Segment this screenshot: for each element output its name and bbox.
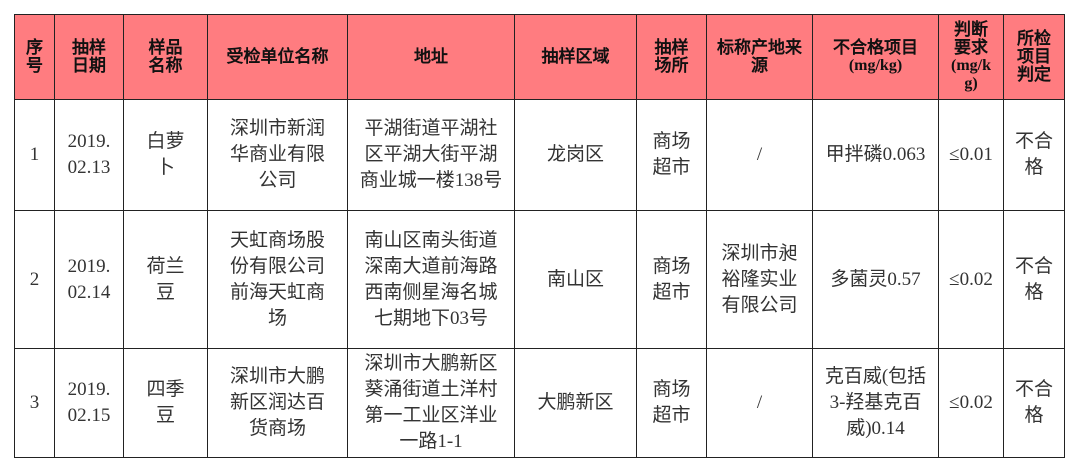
header-failed-item-unit: (mg/kg) bbox=[848, 57, 903, 74]
cell-sample-name: 荷兰豆 bbox=[123, 210, 208, 349]
cell-verdict: 不合格 bbox=[1003, 210, 1065, 349]
cell-origin: 深圳市昶裕隆实业有限公司 bbox=[706, 210, 813, 349]
cell-failed-item: 多菌灵0.57 bbox=[812, 210, 939, 349]
inspection-table: 序号 抽样日期 样品名称 受检单位名称 地址 抽样区域 抽样场所 标称产地来源 … bbox=[14, 14, 1065, 458]
cell-requirement: ≤0.02 bbox=[938, 210, 1004, 349]
cell-address: 深圳市大鹏新区葵涌街道土洋村第一工业区洋业一路1-1 bbox=[347, 348, 515, 458]
cell-sample-name: 四季豆 bbox=[123, 348, 208, 458]
header-address: 地址 bbox=[347, 14, 515, 100]
cell-index: 2 bbox=[14, 210, 55, 349]
cell-requirement: ≤0.01 bbox=[938, 99, 1004, 211]
cell-origin: / bbox=[706, 348, 813, 458]
header-origin: 标称产地来源 bbox=[706, 14, 813, 100]
cell-failed-item: 甲拌磷0.063 bbox=[812, 99, 939, 211]
cell-address: 平湖街道平湖社区平湖大街平湖商业城一楼138号 bbox=[347, 99, 515, 211]
header-place: 抽样场所 bbox=[636, 14, 707, 100]
cell-date: 2019.02.13 bbox=[54, 99, 124, 211]
cell-failed-item: 克百威(包括3-羟基克百威)0.14 bbox=[812, 348, 939, 458]
cell-place: 商场超市 bbox=[636, 99, 707, 211]
cell-unit-name: 深圳市大鹏新区润达百货商场 bbox=[207, 348, 348, 458]
cell-date: 2019.02.14 bbox=[54, 210, 124, 349]
header-requirement-unit: (mg/kg) bbox=[951, 57, 991, 92]
cell-place: 商场超市 bbox=[636, 210, 707, 349]
cell-index: 3 bbox=[14, 348, 55, 458]
cell-verdict: 不合格 bbox=[1003, 348, 1065, 458]
header-index: 序号 bbox=[14, 14, 55, 100]
header-row: 序号 抽样日期 样品名称 受检单位名称 地址 抽样区域 抽样场所 标称产地来源 … bbox=[14, 14, 1065, 100]
cell-verdict: 不合格 bbox=[1003, 99, 1065, 211]
cell-place: 商场超市 bbox=[636, 348, 707, 458]
table-row: 3 2019.02.15 四季豆 深圳市大鹏新区润达百货商场 深圳市大鹏新区葵涌街道土洋… bbox=[14, 348, 1065, 458]
cell-unit-name: 深圳市新润华商业有限公司 bbox=[207, 99, 348, 211]
cell-unit-name: 天虹商场股份有限公司前海天虹商场 bbox=[207, 210, 348, 349]
header-failed-item-label: 不合格项目 bbox=[833, 38, 918, 58]
cell-index: 1 bbox=[14, 99, 55, 211]
header-sample-name: 样品名称 bbox=[123, 14, 208, 100]
header-requirement-label: 判断要求 bbox=[954, 20, 988, 58]
cell-area: 大鹏新区 bbox=[514, 348, 637, 458]
table-row: 1 2019.02.13 白萝卜 深圳市新润华商业有限公司 平湖街道平湖社区平湖大街平湖… bbox=[14, 99, 1065, 211]
cell-area: 龙岗区 bbox=[514, 99, 637, 211]
header-date: 抽样日期 bbox=[54, 14, 124, 100]
header-verdict: 所检项目判定 bbox=[1003, 14, 1065, 100]
cell-date: 2019.02.15 bbox=[54, 348, 124, 458]
header-unit-name: 受检单位名称 bbox=[207, 14, 348, 100]
cell-area: 南山区 bbox=[514, 210, 637, 349]
table-row: 2 2019.02.14 荷兰豆 天虹商场股份有限公司前海天虹商场 南山区南头街道深南大… bbox=[14, 210, 1065, 349]
cell-address: 南山区南头街道深南大道前海路西南侧星海名城七期地下03号 bbox=[347, 210, 515, 349]
cell-origin: / bbox=[706, 99, 813, 211]
cell-sample-name: 白萝卜 bbox=[123, 99, 208, 211]
cell-requirement: ≤0.02 bbox=[938, 348, 1004, 458]
header-area: 抽样区域 bbox=[514, 14, 637, 100]
header-failed-item: 不合格项目 (mg/kg) bbox=[812, 14, 939, 100]
header-requirement: 判断要求 (mg/kg) bbox=[938, 14, 1004, 100]
